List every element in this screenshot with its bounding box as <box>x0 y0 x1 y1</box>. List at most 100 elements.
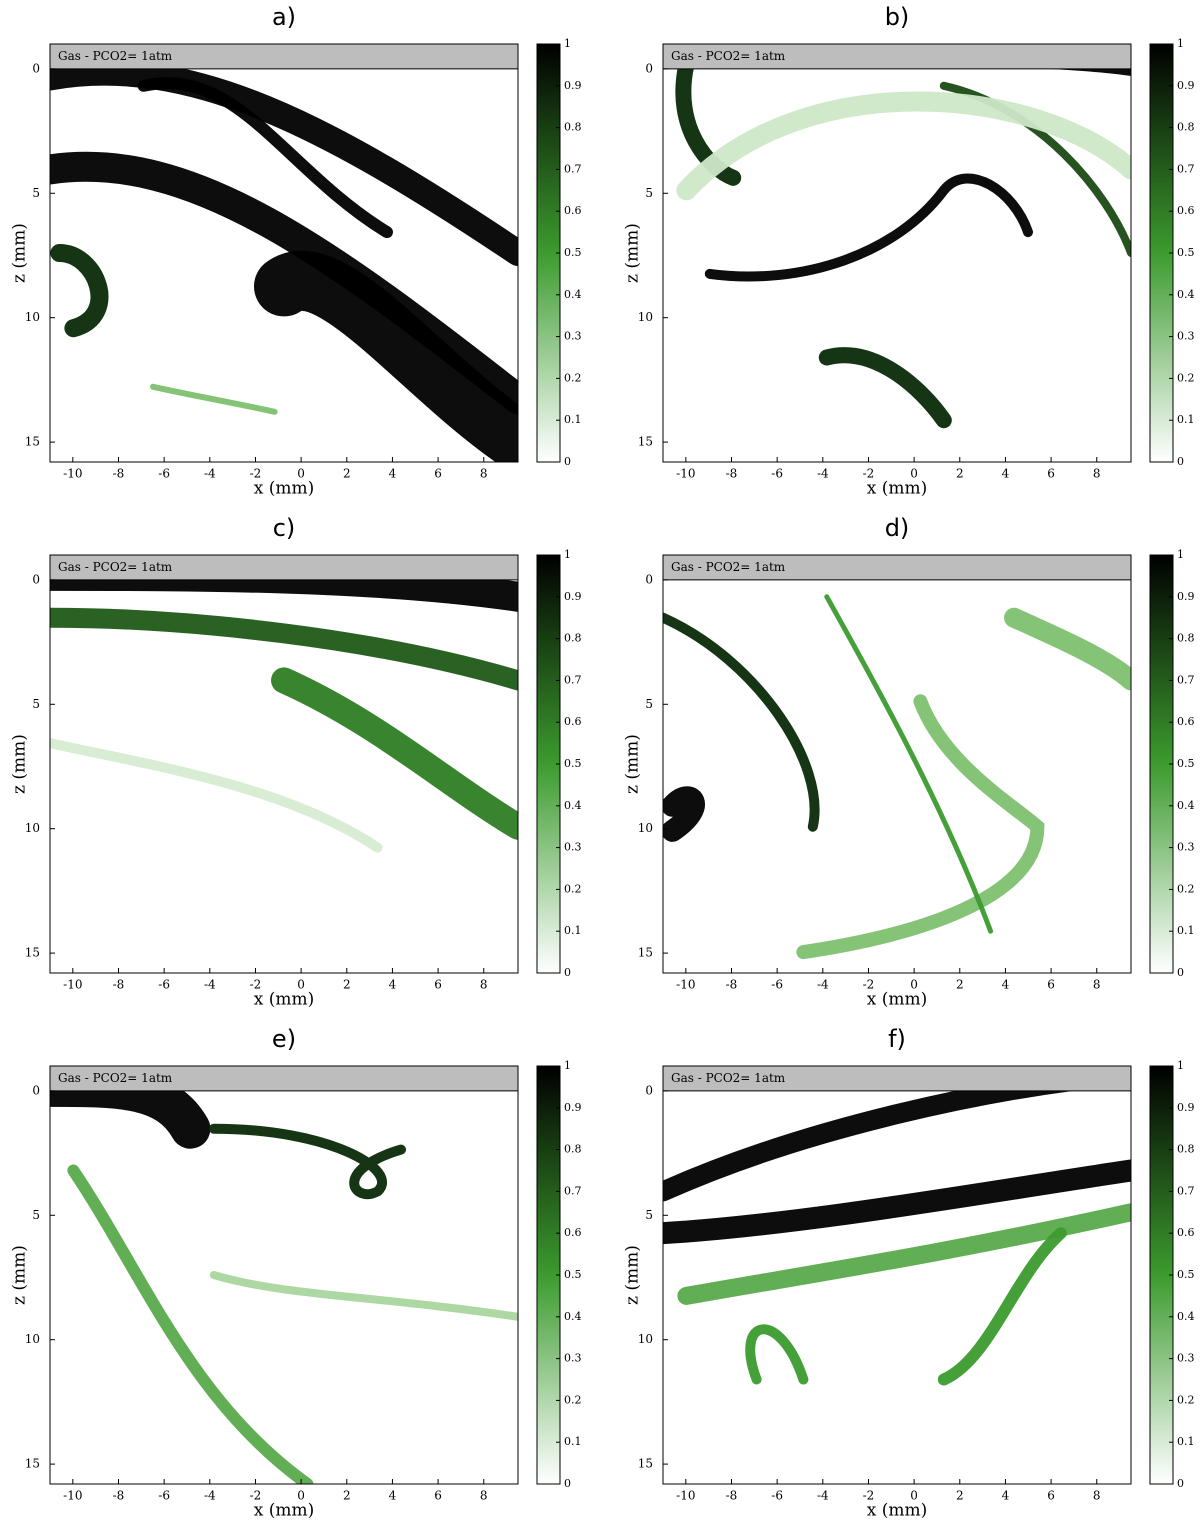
x-tick-label: 0 <box>297 1489 305 1503</box>
colorbar-tick-label: 0.8 <box>1177 1143 1195 1156</box>
x-tick-label: -2 <box>250 467 262 481</box>
x-tick-label: -8 <box>113 1489 125 1503</box>
colorbar-tick-label: 1 <box>1177 548 1184 561</box>
x-tick-label: 4 <box>389 978 397 992</box>
x-tick-label: 2 <box>343 1489 351 1503</box>
x-axis-label: x (mm) <box>867 479 928 499</box>
x-tick-label: -6 <box>158 467 170 481</box>
x-tick-label: 0 <box>297 467 305 481</box>
x-tick-label: 4 <box>1002 978 1010 992</box>
colorbar-tick-label: 0.7 <box>564 673 582 686</box>
concentration-streak <box>67 1164 314 1484</box>
y-tick-label: 5 <box>645 697 653 711</box>
colorbar-tick-label: 0.7 <box>1177 162 1195 175</box>
x-tick-label: -6 <box>771 467 783 481</box>
colorbar-tick-label: 0.5 <box>564 1268 582 1281</box>
plot-area <box>663 44 1131 462</box>
y-axis-label: z (mm) <box>623 1245 643 1305</box>
x-tick-label: -2 <box>863 467 875 481</box>
x-tick-label: 8 <box>480 467 488 481</box>
colorbar-tick-label: 0.9 <box>564 590 582 603</box>
panel: b)Gas - PCO2= 1atm-10 -8 -6 -4 -2 0 2 4 6 8051015… <box>623 3 1195 499</box>
colorbar-tick-label: 0.6 <box>564 715 582 728</box>
concentration-streak <box>50 738 383 853</box>
x-tick-label: 2 <box>956 978 964 992</box>
colorbar-tick-label: 0.6 <box>1177 204 1195 217</box>
x-tick-label: 0 <box>910 1489 918 1503</box>
colorbar-tick-label: 0.8 <box>564 121 582 134</box>
panel-title: d) <box>885 514 910 542</box>
colorbar-tick-label: 0.8 <box>1177 121 1195 134</box>
colorbar-tick-label: 0.6 <box>564 1226 582 1239</box>
x-tick-label: -10 <box>676 978 695 992</box>
concentration-streak <box>50 607 518 691</box>
colorbar-tick-label: 1 <box>564 37 571 50</box>
x-tick-label: 4 <box>389 467 397 481</box>
y-tick-label: 15 <box>25 946 40 960</box>
colorbar-tick-label: 0.2 <box>564 1393 582 1406</box>
x-tick-label: -4 <box>204 467 216 481</box>
colorbar-tick-label: 0.1 <box>564 413 582 426</box>
x-tick-label: -2 <box>863 978 875 992</box>
y-tick-label: 15 <box>638 946 653 960</box>
y-tick-label: 15 <box>638 435 653 449</box>
colorbar-tick-label: 0.3 <box>1177 1352 1195 1365</box>
x-tick-label: 6 <box>1047 1489 1055 1503</box>
panel: a)Gas - PCO2= 1atm-10 -8 -6 -4 -2 0 2 4 6 8051015… <box>10 3 582 499</box>
panel-title: a) <box>272 3 296 31</box>
colorbar-tick-label: 0.4 <box>1177 799 1195 812</box>
colorbar-tick-label: 0.5 <box>564 757 582 770</box>
x-tick-label: -2 <box>250 978 262 992</box>
x-tick-label: -10 <box>63 467 82 481</box>
colorbar-tick-label: 0.5 <box>564 246 582 259</box>
colorbar-tick-label: 0.4 <box>1177 288 1195 301</box>
x-tick-label: 6 <box>1047 467 1055 481</box>
x-tick-label: -4 <box>204 1489 216 1503</box>
concentration-streak <box>676 91 1131 201</box>
x-tick-label: 6 <box>1047 978 1055 992</box>
concentration-streak <box>1004 607 1131 691</box>
colorbar-tick-label: 0.7 <box>564 162 582 175</box>
colorbar-tick-label: 0.2 <box>564 371 582 384</box>
y-tick-label: 15 <box>25 1457 40 1471</box>
y-tick-label: 0 <box>32 61 40 75</box>
colorbar-tick-label: 0.7 <box>564 1184 582 1197</box>
annotation: Gas - PCO2= 1atm <box>671 1071 786 1085</box>
plot-area <box>50 1066 518 1484</box>
y-axis-label: z (mm) <box>10 223 30 283</box>
y-tick-label: 5 <box>32 1208 40 1222</box>
x-tick-label: 4 <box>1002 1489 1010 1503</box>
x-tick-label: -10 <box>63 978 82 992</box>
concentration-streak <box>824 594 994 934</box>
y-tick-label: 5 <box>32 697 40 711</box>
colorbar-tick-label: 0.3 <box>564 330 582 343</box>
colorbar-tick-label: 0 <box>1177 966 1184 979</box>
colorbar-tick-label: 0.3 <box>564 841 582 854</box>
colorbar-tick-label: 0.2 <box>564 882 582 895</box>
x-axis-label: x (mm) <box>867 990 928 1010</box>
y-tick-label: 5 <box>32 186 40 200</box>
colorbar-tick-label: 0 <box>1177 455 1184 468</box>
colorbar-tick-label: 1 <box>564 548 571 561</box>
y-tick-label: 10 <box>638 1332 653 1346</box>
x-axis-label: x (mm) <box>254 1501 315 1521</box>
colorbar-tick-label: 0.5 <box>1177 1268 1195 1281</box>
x-tick-label: 2 <box>343 467 351 481</box>
concentration-streak <box>818 347 952 429</box>
concentration-streak <box>675 56 742 186</box>
colorbar-tick-label: 1 <box>1177 37 1184 50</box>
x-axis-label: x (mm) <box>254 990 315 1010</box>
x-tick-label: 8 <box>480 1489 488 1503</box>
x-tick-label: 8 <box>480 978 488 992</box>
concentration-streak <box>663 786 705 842</box>
colorbar-tick-label: 0.7 <box>1177 673 1195 686</box>
y-tick-label: 0 <box>32 1083 40 1097</box>
x-tick-label: -4 <box>817 467 829 481</box>
colorbar-tick-label: 0.3 <box>1177 330 1195 343</box>
x-tick-label: -2 <box>863 1489 875 1503</box>
colorbar-tick-label: 1 <box>1177 1059 1184 1072</box>
x-tick-label: 6 <box>434 467 442 481</box>
x-tick-label: -8 <box>113 978 125 992</box>
field <box>663 1066 1131 1386</box>
colorbar-tick-label: 0.7 <box>1177 1184 1195 1197</box>
